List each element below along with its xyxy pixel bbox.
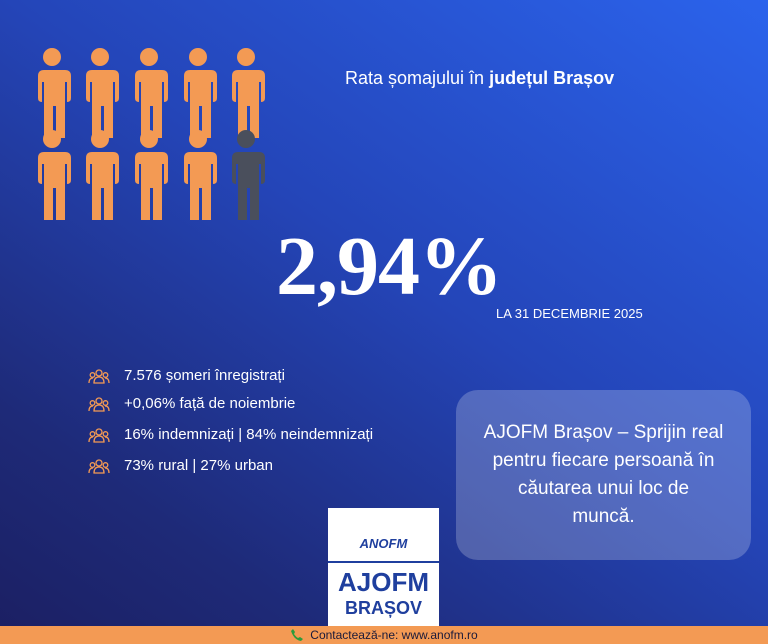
rate: 2,94% [276,220,503,313]
stat-item: 7.576 șomeri înregistrați [88,367,285,384]
contact: Contactează-ne: www.anofm.ro [310,628,478,642]
stat-text: +0,06% față de noiembrie [124,395,296,412]
logo: ANOFM AJOFM BRAȘOV [328,508,439,626]
people-icons [38,48,265,220]
person-icon [232,130,265,220]
callout-box: AJOFM Brașov – Sprijin real pentru fiecar… [456,390,751,560]
title-prefix: Rata șomajului în [345,68,485,88]
date: LA 31 DECEMBRIE 2025 [496,306,643,321]
person-icon [38,130,71,220]
stat-item: 16% indemnizați | 84% neindemnizați [88,426,373,443]
group-icon [88,458,110,474]
person-icon [86,48,119,138]
phone-icon [291,629,304,641]
person-icon [135,48,168,138]
stat-item: 73% rural | 27% urban [88,457,273,474]
stat-text: 73% rural | 27% urban [124,457,273,474]
group-icon [88,427,110,443]
logo-bottom: BRAȘOV [344,598,422,618]
person-icon [135,130,168,220]
stat-text: 16% indemnizați | 84% neindemnizați [124,426,374,443]
title-bold: județul Brașov [489,68,615,88]
group-icon [88,396,110,412]
stat-item: +0,06% față de noiembrie [88,395,295,412]
callout-line: pentru fiecare persoană în [492,450,715,471]
person-icon [86,130,119,220]
title: Rata șomajului în județul Brașov [345,68,614,89]
callout-line: AJOFM Brașov – Sprijin real [483,422,724,443]
logo-middle: AJOFM [328,561,439,598]
person-icon [38,48,71,138]
footer: Contactează-ne: www.anofm.ro [0,626,768,644]
callout-line: căutarea unui loc de [517,478,690,499]
group-icon [88,368,110,384]
logo-top: ANOFM [359,536,408,551]
person-icon [184,130,217,220]
person-icon [232,48,265,138]
callout-line: muncă. [572,506,635,527]
person-icon [184,48,217,138]
stat-text: 7.576 șomeri înregistrați [124,367,285,384]
